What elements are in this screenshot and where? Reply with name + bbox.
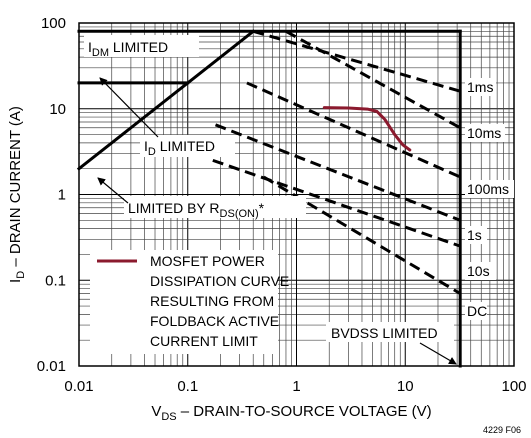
soa-line-1s bbox=[214, 123, 461, 222]
y-tick-label: 0.01 bbox=[37, 358, 66, 375]
legend-line: MOSFET POWER bbox=[150, 253, 265, 269]
soa-label-100ms: 100ms bbox=[467, 181, 509, 197]
limit-lines bbox=[76, 29, 462, 368]
id-limited-label: ID LIMITED bbox=[144, 138, 215, 158]
soa-label-bg bbox=[465, 226, 487, 244]
soa-label-bg bbox=[465, 302, 487, 320]
legend-line: DISSIPATION CURVE bbox=[150, 273, 289, 289]
soa-label-bg bbox=[465, 78, 496, 96]
idm-label-bg bbox=[84, 35, 199, 57]
y-tick-label: 100 bbox=[41, 15, 66, 32]
rds-limited-label: LIMITED BY RDS(ON)* bbox=[128, 200, 265, 220]
x-tick-label: 10 bbox=[397, 378, 414, 395]
soa-label-10s: 10s bbox=[467, 263, 490, 279]
rds-label-bg bbox=[124, 196, 306, 218]
soa-line-10s bbox=[212, 158, 461, 248]
figure-id: 4229 F06 bbox=[483, 425, 521, 435]
soa-label-1ms: 1ms bbox=[467, 79, 493, 95]
soa-label-dc: DC bbox=[467, 303, 487, 319]
soa-line-1ms bbox=[252, 29, 461, 93]
rds-limit-line bbox=[76, 29, 256, 171]
x-tick-label: 0.1 bbox=[177, 378, 198, 395]
id-arrow bbox=[99, 77, 159, 138]
legend-bg bbox=[90, 250, 278, 354]
id-label-bg bbox=[140, 135, 235, 157]
y-tick-label: 1 bbox=[58, 187, 66, 204]
soa-label-1s: 1s bbox=[467, 227, 482, 243]
x-axis-title: VDS – DRAIN-TO-SOURCE VOLTAGE (V) bbox=[151, 403, 431, 423]
legend-line: RESULTING FROM bbox=[150, 293, 274, 309]
bvdss-label-bg bbox=[326, 322, 454, 342]
bvdss-limited-label: BVDSS LIMITED bbox=[331, 325, 438, 341]
x-tick-label: 100 bbox=[501, 378, 526, 395]
rds-arrow bbox=[97, 177, 129, 204]
soa-label-bg bbox=[465, 124, 505, 142]
soa-label-bg bbox=[465, 180, 514, 198]
soa-line-100ms bbox=[246, 81, 461, 179]
soa-label-10ms: 10ms bbox=[467, 125, 501, 141]
x-tick-label: 1 bbox=[292, 378, 300, 395]
bvdss-arrow bbox=[419, 342, 457, 365]
legend-line: FOLDBACK ACTIVE bbox=[150, 313, 279, 329]
y-tick-label: 0.1 bbox=[45, 272, 66, 289]
soa-label-bg bbox=[465, 262, 496, 280]
tick-labels: 0.01 0.1 1 10 100 0.01 0.1 1 10 100 bbox=[37, 15, 527, 395]
legend-line: CURRENT LIMIT bbox=[150, 333, 258, 349]
annotation-layer: 1ms 10ms 100ms 1s 10s DC IDM LIMITED ID LIMITED… bbox=[84, 35, 514, 365]
dissipation-curve bbox=[322, 106, 412, 152]
y-tick-label: 10 bbox=[49, 101, 66, 118]
idm-limited-label: IDM LIMITED bbox=[88, 39, 168, 59]
x-tick-label: 0.01 bbox=[64, 378, 93, 395]
series-layer bbox=[322, 106, 412, 152]
y-axis-title: ID – DRAIN CURRENT (A) bbox=[7, 106, 27, 283]
axis-titles: VDS – DRAIN-TO-SOURCE VOLTAGE (V) ID – DR… bbox=[7, 106, 521, 435]
